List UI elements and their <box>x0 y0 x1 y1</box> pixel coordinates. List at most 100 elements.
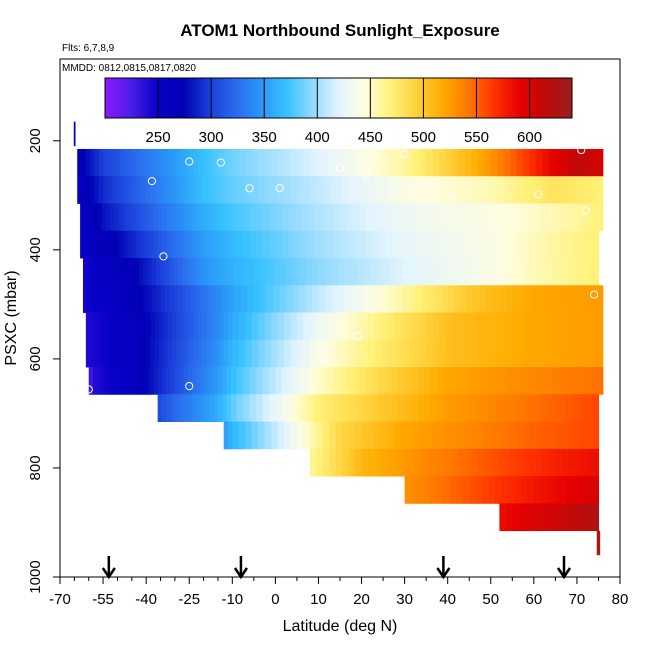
heatmap-cell <box>346 203 354 232</box>
heatmap-cell <box>154 148 160 177</box>
heatmap-cell <box>512 285 520 313</box>
heatmap-cell <box>456 230 464 259</box>
heatmap-cell <box>147 285 153 313</box>
heatmap-cell <box>380 176 388 204</box>
heatmap-cell <box>600 148 604 177</box>
heatmap-cell <box>249 394 257 422</box>
heatmap-cell <box>361 421 369 450</box>
heatmap-cell <box>520 230 528 259</box>
heatmap-cell <box>424 476 432 504</box>
heatmap-cell <box>333 203 341 232</box>
heatmap-cell <box>82 285 88 313</box>
heatmap-cell <box>217 230 223 259</box>
heatmap-cell <box>281 230 289 259</box>
heatmap-cell <box>400 176 408 204</box>
heatmap-cell <box>200 394 206 422</box>
heatmap-cell <box>503 148 511 177</box>
heatmap-cell <box>344 285 352 313</box>
heatmap-cell <box>187 230 193 259</box>
heatmap-cell <box>157 203 163 232</box>
heatmap-cell <box>462 230 470 259</box>
heatmap-cell <box>352 367 360 395</box>
heatmap-cell <box>398 203 406 232</box>
heatmap-cell <box>488 203 496 232</box>
heatmap-cell <box>585 476 593 504</box>
heatmap-cell <box>93 203 98 232</box>
heatmap-cell <box>520 367 528 395</box>
data-point-marker <box>581 206 590 215</box>
heatmap-cell <box>103 312 108 341</box>
heatmap-cell <box>194 285 200 313</box>
heatmap-cell <box>385 230 393 259</box>
x-tick-label: -25 <box>178 591 200 608</box>
heatmap-cell <box>542 448 550 477</box>
heatmap-cell <box>277 312 285 341</box>
heatmap-cell <box>557 285 565 313</box>
heatmap-cell <box>484 312 492 341</box>
heatmap-cell <box>228 339 233 368</box>
heatmap-cell <box>352 203 360 232</box>
heatmap-cell <box>223 312 229 341</box>
heatmap-cell <box>202 339 208 368</box>
heatmap-cell <box>108 285 114 313</box>
heatmap-cell <box>566 367 574 395</box>
heatmap-cell <box>136 367 142 395</box>
heatmap-cell <box>434 258 442 286</box>
heatmap-cell <box>579 367 587 395</box>
heatmap-cell <box>447 258 455 286</box>
heatmap-cell <box>197 148 203 177</box>
heatmap-cell <box>559 203 567 232</box>
heatmap-cell <box>116 148 121 177</box>
heatmap-cell <box>85 339 91 368</box>
heatmap-cell <box>387 339 395 368</box>
heatmap-cell <box>480 258 488 286</box>
heatmap-cell <box>103 148 108 177</box>
heatmap-cell <box>503 339 511 368</box>
heatmap-cell <box>206 176 212 204</box>
heatmap-cell <box>251 176 259 204</box>
heatmap-cell <box>133 312 139 341</box>
heatmap-cell <box>238 421 246 450</box>
heatmap-cell <box>133 339 139 368</box>
heatmap-cell <box>292 258 300 286</box>
heatmap-cell <box>471 148 479 177</box>
heatmap-cell <box>236 230 244 259</box>
x-tick-label: 50 <box>482 591 499 608</box>
heatmap-cell <box>585 203 593 232</box>
heatmap-cell <box>361 176 369 204</box>
heatmap-cell <box>113 258 119 286</box>
heatmap-cell <box>232 312 240 341</box>
heatmap-cell <box>205 394 210 422</box>
heatmap-cell <box>529 421 537 450</box>
heatmap-cell <box>154 339 160 368</box>
heatmap-cell <box>189 148 195 177</box>
heatmap-cell <box>327 394 335 422</box>
heatmap-cell <box>540 367 548 395</box>
heatmap-cell <box>510 312 518 341</box>
heatmap-cell <box>140 367 146 395</box>
heatmap-cell <box>439 176 447 204</box>
heatmap-cell <box>458 421 466 450</box>
heatmap-cell <box>520 476 528 504</box>
data-point-marker <box>447 191 457 200</box>
heatmap-cell <box>359 394 367 422</box>
heatmap-cell <box>475 367 483 395</box>
heatmap-cell <box>600 176 604 204</box>
heatmap-cell <box>151 258 157 286</box>
heatmap-cell <box>523 448 531 477</box>
heatmap-cell <box>305 285 313 313</box>
heatmap-cell <box>180 148 186 177</box>
heatmap-cell <box>314 367 322 395</box>
heatmap-cell <box>449 394 457 422</box>
x-tick-label: 60 <box>526 591 543 608</box>
heatmap-cell <box>177 285 183 313</box>
heatmap-cell <box>294 394 302 422</box>
heatmap-cell <box>462 367 470 395</box>
heatmap-cell <box>387 176 395 204</box>
heatmap-cell <box>374 176 382 204</box>
heatmap-cell <box>131 367 137 395</box>
heatmap-cell <box>264 312 272 341</box>
heatmap-cell <box>458 148 466 177</box>
heatmap-cell <box>120 148 126 177</box>
heatmap-cell <box>183 394 189 422</box>
